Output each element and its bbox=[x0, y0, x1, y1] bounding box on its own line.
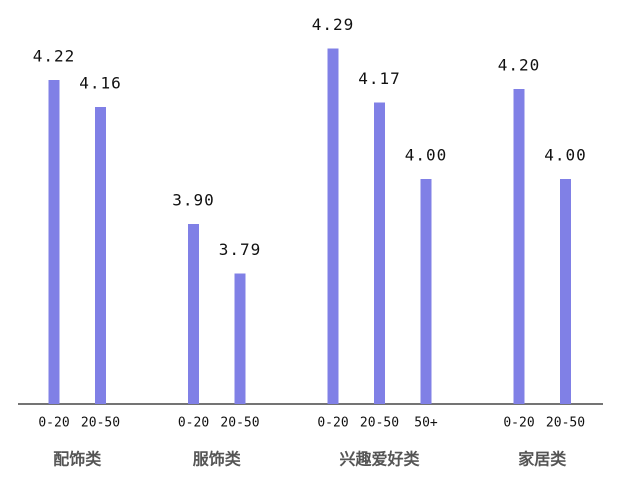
x-tick-label: 20-50 bbox=[220, 416, 259, 431]
x-tick-label: 0-20 bbox=[503, 416, 534, 431]
value-label: 3.79 bbox=[219, 240, 262, 259]
value-label: 4.22 bbox=[33, 47, 76, 66]
x-tick-label: 0-20 bbox=[317, 416, 348, 431]
bar bbox=[188, 224, 199, 404]
value-label: 4.29 bbox=[312, 15, 355, 34]
value-label: 4.20 bbox=[498, 56, 541, 75]
group-label: 配饰类 bbox=[53, 450, 102, 469]
bar bbox=[420, 179, 432, 404]
value-label: 3.90 bbox=[172, 191, 215, 210]
x-tick-label: 0-20 bbox=[38, 416, 69, 431]
bar bbox=[560, 179, 571, 404]
bar bbox=[327, 48, 339, 404]
value-label: 4.00 bbox=[544, 146, 587, 165]
bar bbox=[48, 80, 60, 404]
bar bbox=[234, 273, 246, 404]
x-tick-label: 20-50 bbox=[81, 416, 120, 431]
value-label: 4.00 bbox=[405, 146, 448, 165]
x-tick-label: 20-50 bbox=[360, 416, 399, 431]
x-tick-label: 50+ bbox=[414, 416, 438, 431]
bar bbox=[95, 107, 106, 404]
group-label: 家居类 bbox=[518, 450, 567, 469]
bar bbox=[513, 89, 525, 404]
x-tick-label: 0-20 bbox=[178, 416, 209, 431]
x-tick-label: 20-50 bbox=[546, 416, 585, 431]
value-label: 4.17 bbox=[358, 69, 401, 88]
group-label: 服饰类 bbox=[193, 450, 242, 469]
group-label: 兴趣爱好类 bbox=[339, 450, 420, 469]
bar bbox=[374, 102, 385, 404]
value-label: 4.16 bbox=[79, 74, 122, 93]
